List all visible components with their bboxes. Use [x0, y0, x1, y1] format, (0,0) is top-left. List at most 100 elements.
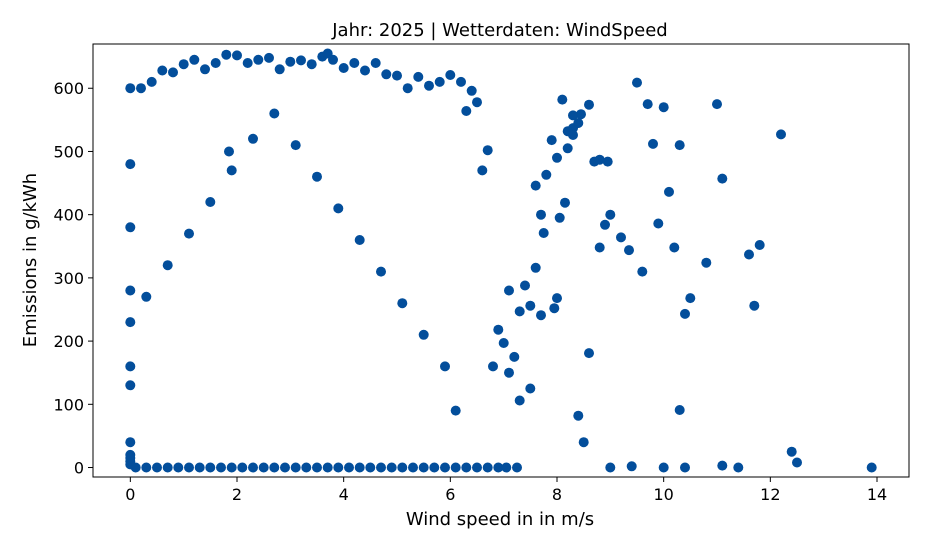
data-point: [184, 462, 194, 473]
data-point: [653, 218, 664, 229]
data-point: [184, 228, 194, 239]
data-point: [306, 59, 317, 70]
data-point: [482, 462, 493, 473]
x-axis-label: Wind speed in in m/s: [406, 509, 594, 530]
y-tick-label: 100: [53, 395, 84, 414]
data-point: [472, 462, 482, 473]
data-point: [530, 180, 541, 191]
x-tick-label: 14: [867, 485, 887, 504]
data-point: [125, 437, 136, 448]
data-point: [584, 99, 594, 110]
data-point: [562, 126, 573, 137]
data-point: [578, 437, 589, 448]
data-point: [408, 462, 418, 473]
x-tick-label: 0: [125, 485, 135, 504]
data-point: [381, 69, 392, 80]
data-point: [312, 171, 322, 182]
data-point: [168, 67, 178, 78]
data-point: [162, 462, 173, 473]
y-axis-label: Emissions in g/kWh: [20, 173, 41, 347]
x-tick-label: 4: [339, 485, 349, 504]
data-point: [509, 351, 520, 362]
x-axis: 0 2 4 6 8 10 12 14: [125, 477, 887, 504]
data-point: [392, 70, 402, 81]
data-point: [429, 462, 440, 473]
data-point: [397, 298, 408, 309]
x-tick-label: 6: [445, 485, 455, 504]
data-point: [125, 285, 136, 296]
data-point: [424, 80, 434, 91]
data-point: [536, 310, 546, 321]
data-point: [237, 462, 248, 473]
data-point: [525, 383, 536, 394]
data-point: [461, 462, 472, 473]
data-point: [418, 462, 429, 473]
data-point: [125, 317, 136, 328]
data-point: [616, 232, 626, 243]
data-point: [200, 64, 210, 75]
y-tick-label: 200: [53, 332, 84, 351]
data-point: [594, 242, 605, 253]
data-point: [776, 129, 786, 140]
data-point: [205, 197, 216, 207]
plot-frame: [92, 43, 910, 478]
data-point: [226, 165, 237, 176]
data-point: [173, 462, 184, 473]
data-point: [520, 280, 530, 291]
data-point: [333, 462, 344, 473]
data-point: [632, 77, 642, 88]
data-point: [549, 303, 560, 314]
data-point: [626, 461, 637, 472]
data-point: [594, 154, 605, 165]
y-axis: 0 100 200 300 400 500 600: [53, 79, 93, 478]
data-point: [152, 462, 162, 473]
data-point: [194, 462, 205, 473]
data-point: [253, 54, 264, 65]
data-point: [376, 266, 386, 277]
data-point: [322, 48, 333, 59]
data-point: [493, 324, 504, 335]
data-point: [386, 462, 397, 473]
data-point: [226, 462, 237, 473]
data-point: [501, 462, 512, 473]
data-point: [450, 462, 461, 473]
data-point: [541, 169, 552, 180]
data-point: [434, 76, 445, 87]
data-point: [248, 133, 258, 144]
data-point: [602, 156, 613, 167]
data-point: [568, 110, 578, 121]
data-point: [733, 462, 744, 473]
data-point: [637, 266, 648, 277]
data-point: [349, 58, 360, 68]
data-point: [333, 203, 344, 214]
data-point: [605, 209, 616, 220]
data-point: [605, 462, 616, 473]
y-tick-label: 600: [53, 79, 84, 98]
data-point: [162, 260, 173, 271]
data-point: [445, 70, 456, 80]
data-point: [301, 462, 312, 473]
data-point: [482, 145, 493, 156]
data-point: [546, 135, 557, 146]
chart-title: Jahr: 2025 | Wetterdaten: WindSpeed: [331, 20, 667, 41]
data-point: [512, 462, 522, 473]
data-point: [525, 300, 536, 311]
data-point: [584, 348, 594, 359]
data-point: [397, 462, 408, 473]
data-point: [402, 83, 413, 94]
data-point: [360, 65, 370, 76]
data-point: [205, 462, 216, 473]
data-point: [576, 109, 586, 120]
data-point: [624, 245, 634, 256]
data-point: [280, 462, 290, 473]
y-tick-label: 500: [53, 142, 84, 161]
data-point: [530, 262, 541, 273]
data-point: [440, 361, 450, 372]
data-point: [472, 97, 482, 108]
data-point: [552, 293, 562, 304]
data-point: [125, 159, 136, 170]
data-point: [674, 405, 685, 415]
data-point: [680, 462, 690, 473]
data-point: [685, 293, 696, 304]
